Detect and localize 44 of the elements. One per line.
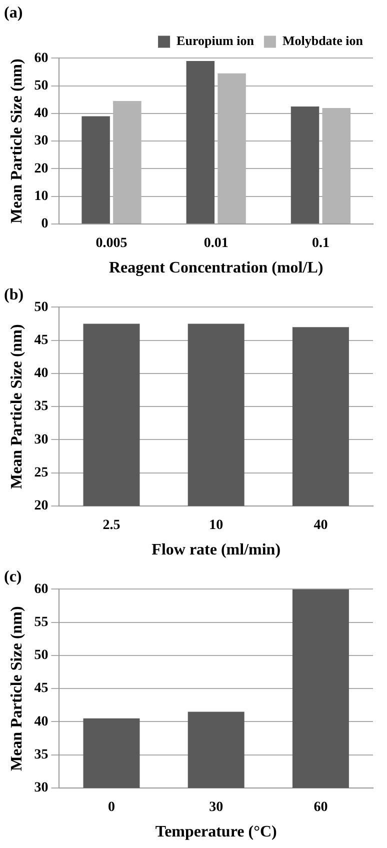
chart-title: (c) <box>4 568 22 586</box>
y-tick-label: 40 <box>34 106 48 122</box>
y-tick-label: 60 <box>34 50 48 66</box>
y-tick-label: 50 <box>34 78 48 94</box>
x-axis-title: Flow rate (ml/min) <box>152 542 281 559</box>
y-tick-label: 20 <box>34 498 48 514</box>
y-tick-label: 0 <box>41 216 48 232</box>
y-tick-label: 60 <box>34 582 48 597</box>
y-tick-label: 30 <box>34 134 48 149</box>
y-tick-label: 45 <box>34 681 48 696</box>
x-tick-label: 2.5 <box>102 518 120 534</box>
x-tick-label: 30 <box>209 800 224 816</box>
x-axis-title: Reagent Concentration (mol/L) <box>109 260 324 277</box>
bar <box>186 60 215 224</box>
x-axis-title: Temperature (°C) <box>155 824 277 841</box>
y-axis-title: Mean Particle Size (nm) <box>8 606 26 772</box>
y-tick-label: 55 <box>34 614 48 630</box>
y-tick-label: 50 <box>34 648 48 664</box>
legend-label: Molybdate ion <box>282 33 364 48</box>
y-tick-label: 20 <box>34 161 48 176</box>
bar <box>290 106 320 224</box>
y-tick-label: 35 <box>34 747 48 762</box>
y-tick-label: 30 <box>34 780 48 796</box>
x-tick-label: 10 <box>209 518 224 534</box>
x-tick-label: 60 <box>314 800 328 816</box>
y-tick-label: 25 <box>34 465 48 480</box>
y-tick-label: 35 <box>34 399 48 414</box>
y-tick-label: 30 <box>34 432 48 448</box>
x-tick-label: 0.01 <box>204 236 228 252</box>
y-tick-label: 10 <box>34 188 48 204</box>
y-tick-label: 40 <box>34 366 48 382</box>
bar <box>82 116 110 224</box>
legend-label: Europium ion <box>176 33 255 48</box>
y-tick-label: 40 <box>34 714 48 730</box>
y-axis-title: Mean Particle Size (nm) <box>8 58 26 224</box>
x-tick-label: 0.005 <box>96 236 128 252</box>
y-tick-label: 45 <box>34 332 48 348</box>
chart-title: (b) <box>4 286 24 304</box>
y-tick-label: 50 <box>34 300 48 315</box>
x-tick-label: 40 <box>314 518 328 534</box>
y-axis-title: Mean Particle Size (nm) <box>8 324 26 490</box>
x-tick-label: 0 <box>108 800 115 816</box>
x-tick-label: 0.1 <box>312 236 330 252</box>
chart-title: (a) <box>4 4 23 22</box>
